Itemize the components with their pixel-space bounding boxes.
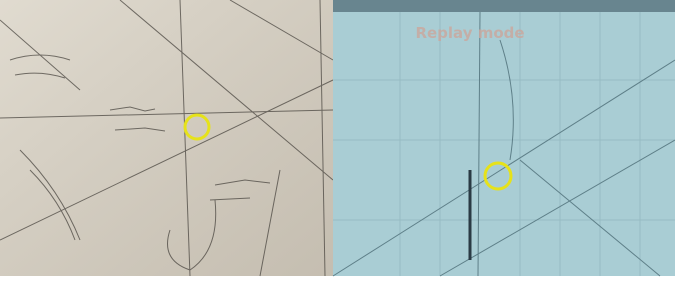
- overlay-text: Replay mode: [415, 24, 524, 42]
- paper-chart: [0, 0, 333, 276]
- photo: Replay mode: [0, 0, 675, 291]
- replay-screen: Replay mode: [333, 0, 675, 276]
